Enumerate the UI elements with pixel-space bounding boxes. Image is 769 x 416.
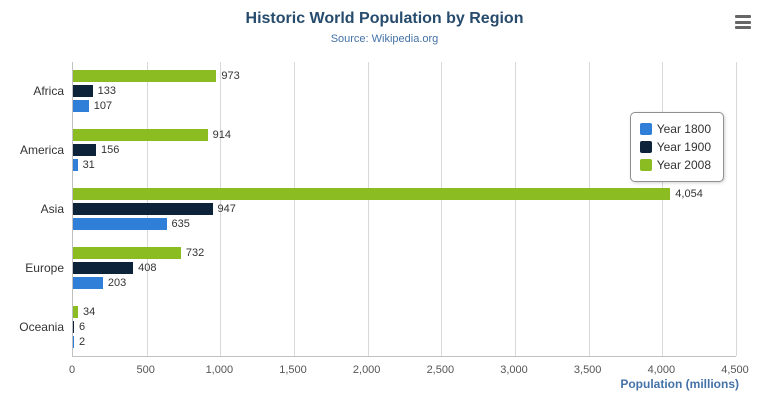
bar-year-1900-europe[interactable]	[73, 261, 134, 274]
data-label: 635	[171, 218, 190, 230]
bar-year-1900-oceania[interactable]	[73, 320, 74, 333]
category-label: America	[19, 143, 64, 158]
data-label: 133	[97, 85, 116, 98]
data-label: 156	[100, 144, 120, 157]
data-label: 947	[217, 203, 236, 215]
legend-item-year-1900[interactable]: Year 1900	[639, 138, 711, 156]
legend-item-year-1800[interactable]: Year 1800	[639, 120, 711, 138]
legend-label: Year 1800	[656, 122, 711, 136]
plot-area: 973 133 107 914 156 31 4,054 947 635 732 408 203 34 6…	[72, 62, 737, 357]
chart-title: Historic World Population by Region	[245, 10, 524, 27]
data-label: 914	[212, 129, 232, 142]
data-label: 973	[221, 70, 240, 83]
chart-subtitle: Source: Wikipedia.org	[330, 33, 439, 45]
data-label: 34	[83, 305, 96, 318]
category-label: Oceania	[19, 319, 64, 334]
bar-year-1900-africa[interactable]	[73, 85, 93, 98]
x-tick-label: 2,500	[426, 364, 455, 376]
hamburger-icon-line	[735, 15, 751, 18]
x-tick-label: 1,500	[279, 364, 307, 376]
bar-year-1800-africa[interactable]	[73, 100, 89, 113]
bar-year-1900-america[interactable]	[73, 144, 96, 157]
bar-year-2008-oceania[interactable]	[73, 305, 78, 318]
data-label: 408	[138, 261, 157, 274]
x-tick-label: 500	[136, 364, 155, 376]
x-tick-label: 3,000	[500, 364, 528, 376]
data-label: 107	[93, 100, 113, 113]
data-label: 203	[107, 276, 127, 289]
legend-swatch	[639, 141, 652, 153]
gridline	[294, 62, 295, 356]
data-label: 4,054	[675, 188, 703, 200]
bar-year-2008-africa[interactable]	[73, 70, 217, 83]
category-label: Asia	[40, 202, 64, 216]
bar-year-2008-asia[interactable]	[73, 188, 671, 200]
gridline	[441, 62, 442, 356]
gridline	[220, 62, 221, 356]
bar-year-1800-oceania[interactable]	[73, 335, 74, 348]
data-label: 6	[79, 320, 86, 333]
x-tick-label: 0	[68, 364, 76, 376]
bar-year-2008-america[interactable]	[73, 129, 208, 142]
data-label: 31	[82, 159, 95, 172]
legend-label: Year 1900	[656, 140, 711, 154]
legend-item-year-2008[interactable]: Year 2008	[639, 156, 711, 174]
bar-year-1800-asia[interactable]	[73, 218, 167, 230]
legend-swatch	[639, 159, 652, 171]
x-axis-title: Population (millions)	[620, 377, 739, 391]
hamburger-icon-line	[735, 20, 751, 24]
x-tick-label: 4,000	[647, 364, 676, 376]
bar-year-1800-america[interactable]	[73, 159, 78, 172]
category-label: Africa	[33, 84, 64, 99]
x-tick-label: 4,500	[721, 364, 749, 376]
gridline	[589, 62, 590, 356]
x-tick-label: 1,000	[205, 364, 234, 376]
data-label: 2	[79, 335, 86, 348]
gridline	[736, 62, 737, 356]
legend-swatch	[639, 123, 652, 135]
legend: Year 1800 Year 1900 Year 2008	[629, 112, 724, 182]
bar-year-1800-europe[interactable]	[73, 276, 103, 289]
bar-year-2008-europe[interactable]	[73, 246, 181, 259]
export-menu-button[interactable]	[735, 15, 753, 29]
data-label: 732	[185, 246, 205, 259]
legend-label: Year 2008	[656, 158, 711, 172]
x-tick-label: 3,500	[573, 364, 602, 376]
x-tick-label: 2,000	[352, 364, 381, 376]
gridline	[368, 62, 369, 356]
gridline	[515, 62, 516, 356]
category-label: Europe	[25, 260, 64, 275]
bar-year-1900-asia[interactable]	[73, 203, 213, 215]
hamburger-icon-line	[735, 26, 751, 29]
gridline	[662, 62, 663, 356]
